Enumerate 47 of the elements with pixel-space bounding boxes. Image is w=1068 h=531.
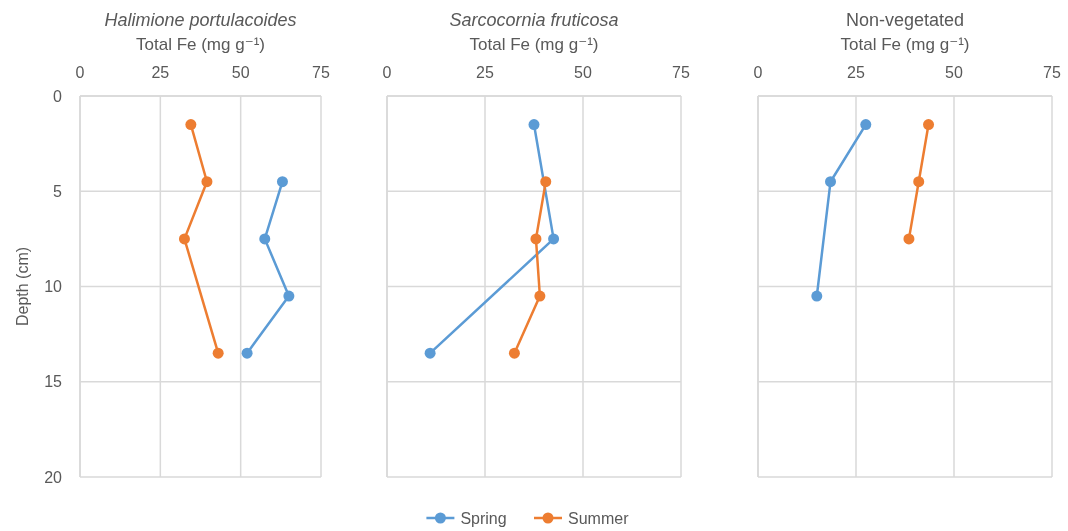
x-tick-label: 25 [476,63,494,81]
point [528,119,540,131]
x-axis-title: Total Fe (mg g⁻¹) [840,34,970,54]
y-tick-label: 0 [53,87,63,105]
point [811,290,823,302]
point [201,176,213,188]
point [185,119,197,131]
point [259,233,271,245]
x-tick-label: 75 [672,63,690,81]
point [913,176,925,188]
point [534,290,546,302]
x-tick-label: 0 [753,63,763,81]
y-tick-label: 10 [44,278,63,296]
x-tick-label: 0 [382,63,392,81]
point [276,176,288,188]
x-tick-label: 0 [75,63,85,81]
x-tick-label: 75 [312,63,330,81]
point [548,233,560,245]
point [825,176,837,188]
x-tick-label: 50 [574,63,592,81]
y-tick-label: 20 [44,468,63,486]
chart-title: Non-vegetated [845,10,965,31]
legend-label: Summer [568,509,630,527]
point [540,176,552,188]
x-axis-title: Total Fe (mg g⁻¹) [469,34,599,54]
point [530,233,542,245]
x-axis-title: Total Fe (mg g⁻¹) [136,34,265,54]
point [923,119,935,131]
point [241,347,253,359]
x-tick-label: 75 [1043,63,1061,81]
x-tick-label: 25 [847,63,865,81]
x-tick-label: 50 [945,63,963,81]
point [508,347,520,359]
point [178,233,190,245]
point [903,233,915,245]
x-tick-label: 25 [151,63,170,81]
y-tick-label: 5 [53,182,63,200]
point [860,119,872,131]
point [212,347,224,359]
point [424,347,436,359]
chart-title: Halimione portulacoides [104,10,297,31]
legend-label: Spring [460,509,507,527]
y-axis-title: Depth (cm) [13,246,31,327]
chart-title: Sarcocornia fruticosa [449,10,619,31]
point [283,290,295,302]
y-tick-label: 15 [44,373,63,391]
x-tick-label: 50 [231,63,250,81]
